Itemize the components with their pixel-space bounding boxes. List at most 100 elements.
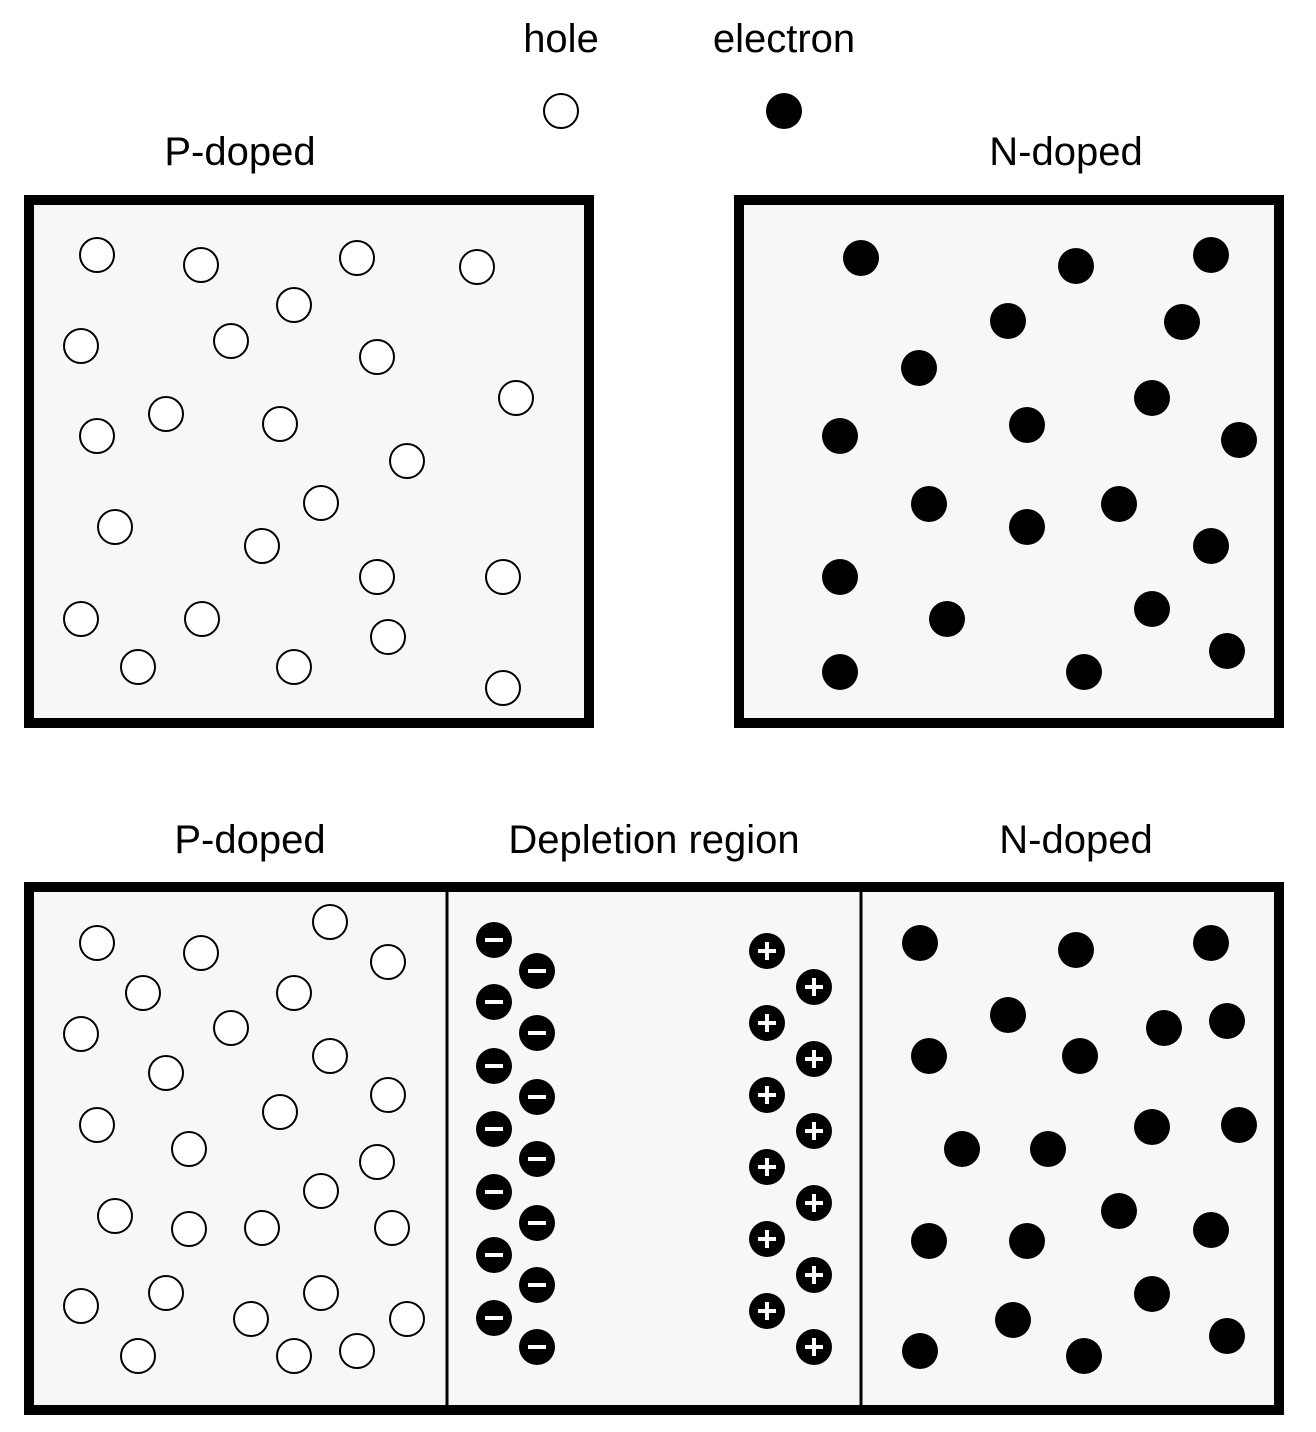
hole	[79, 418, 115, 454]
positive-ion	[749, 1293, 785, 1329]
electron	[1146, 1010, 1182, 1046]
electron	[1209, 633, 1245, 669]
legend-electron-label: electron	[713, 17, 855, 61]
electron	[822, 654, 858, 690]
hole	[233, 1301, 269, 1337]
electron	[1134, 380, 1170, 416]
hole	[459, 249, 495, 285]
positive-ion	[749, 1005, 785, 1041]
electron	[911, 486, 947, 522]
electron	[929, 601, 965, 637]
hole	[389, 1301, 425, 1337]
negative-ion	[476, 1048, 512, 1084]
electron	[1058, 248, 1094, 284]
top-n-doped-electrons	[822, 237, 1257, 690]
hole	[148, 1055, 184, 1091]
hole	[359, 339, 395, 375]
negative-ion	[476, 922, 512, 958]
negative-ion	[519, 1079, 555, 1115]
electron	[843, 240, 879, 276]
positive-ion	[796, 1185, 832, 1221]
bottom-p-doped-holes	[63, 904, 425, 1374]
negative-ion	[519, 953, 555, 989]
negative-ion	[519, 1205, 555, 1241]
electron	[944, 1131, 980, 1167]
hole	[312, 1038, 348, 1074]
bottom-n-doped-electrons	[902, 925, 1257, 1374]
electron	[1058, 932, 1094, 968]
electron	[1101, 1193, 1137, 1229]
top-n-doped-label: N-doped	[989, 130, 1142, 174]
top-n-doped-panel	[734, 195, 1284, 728]
electron	[1164, 304, 1200, 340]
hole	[262, 1094, 298, 1130]
electron	[1134, 591, 1170, 627]
electron	[1221, 1107, 1257, 1143]
hole	[370, 1077, 406, 1113]
bottom-n-doped-label: N-doped	[999, 818, 1152, 862]
hole	[339, 1333, 375, 1369]
electron	[902, 1333, 938, 1369]
hole	[79, 925, 115, 961]
electron	[1193, 925, 1229, 961]
positive-ion	[796, 1257, 832, 1293]
positive-ion	[749, 1149, 785, 1185]
negative-ion	[476, 984, 512, 1020]
negative-ion	[519, 1267, 555, 1303]
hole	[498, 380, 534, 416]
electron	[1066, 1338, 1102, 1374]
hole	[97, 1198, 133, 1234]
negative-ion	[476, 1237, 512, 1273]
negative-ion	[476, 1300, 512, 1336]
bottom-p-doped-label: P-doped	[174, 818, 325, 862]
electron	[1193, 528, 1229, 564]
hole	[213, 1010, 249, 1046]
hole	[276, 649, 312, 685]
positive-ion	[796, 1113, 832, 1149]
legend-hole-icon	[543, 93, 579, 129]
depletion-negative-ions	[476, 922, 555, 1365]
hole	[148, 396, 184, 432]
negative-ion	[519, 1141, 555, 1177]
electron	[1193, 237, 1229, 273]
negative-ion	[476, 1174, 512, 1210]
hole	[312, 904, 348, 940]
hole	[184, 601, 220, 637]
positive-ion	[749, 1221, 785, 1257]
electron	[1193, 1212, 1229, 1248]
electron	[995, 1302, 1031, 1338]
depletion-region-label: Depletion region	[508, 818, 799, 862]
electron	[1209, 1003, 1245, 1039]
hole	[485, 670, 521, 706]
electron	[1221, 422, 1257, 458]
hole	[120, 1338, 156, 1374]
positive-ion	[796, 969, 832, 1005]
hole	[370, 619, 406, 655]
hole	[244, 528, 280, 564]
hole	[262, 406, 298, 442]
hole	[303, 1173, 339, 1209]
hole	[63, 1016, 99, 1052]
legend-hole-label: hole	[523, 17, 599, 61]
positive-ion	[796, 1329, 832, 1365]
electron	[1009, 509, 1045, 545]
positive-ion	[796, 1041, 832, 1077]
electron	[990, 997, 1026, 1033]
electron	[1066, 654, 1102, 690]
hole	[97, 509, 133, 545]
top-p-doped-holes	[63, 237, 534, 706]
hole	[125, 975, 161, 1011]
electron	[1101, 486, 1137, 522]
electron	[1134, 1276, 1170, 1312]
electron	[1009, 1223, 1045, 1259]
hole	[79, 237, 115, 273]
hole	[120, 649, 156, 685]
electron	[911, 1038, 947, 1074]
positive-ion	[749, 933, 785, 969]
top-p-doped-label: P-doped	[164, 130, 315, 174]
hole	[339, 240, 375, 276]
hole	[79, 1107, 115, 1143]
bottom-junction-panel	[24, 882, 1284, 1415]
hole	[63, 328, 99, 364]
